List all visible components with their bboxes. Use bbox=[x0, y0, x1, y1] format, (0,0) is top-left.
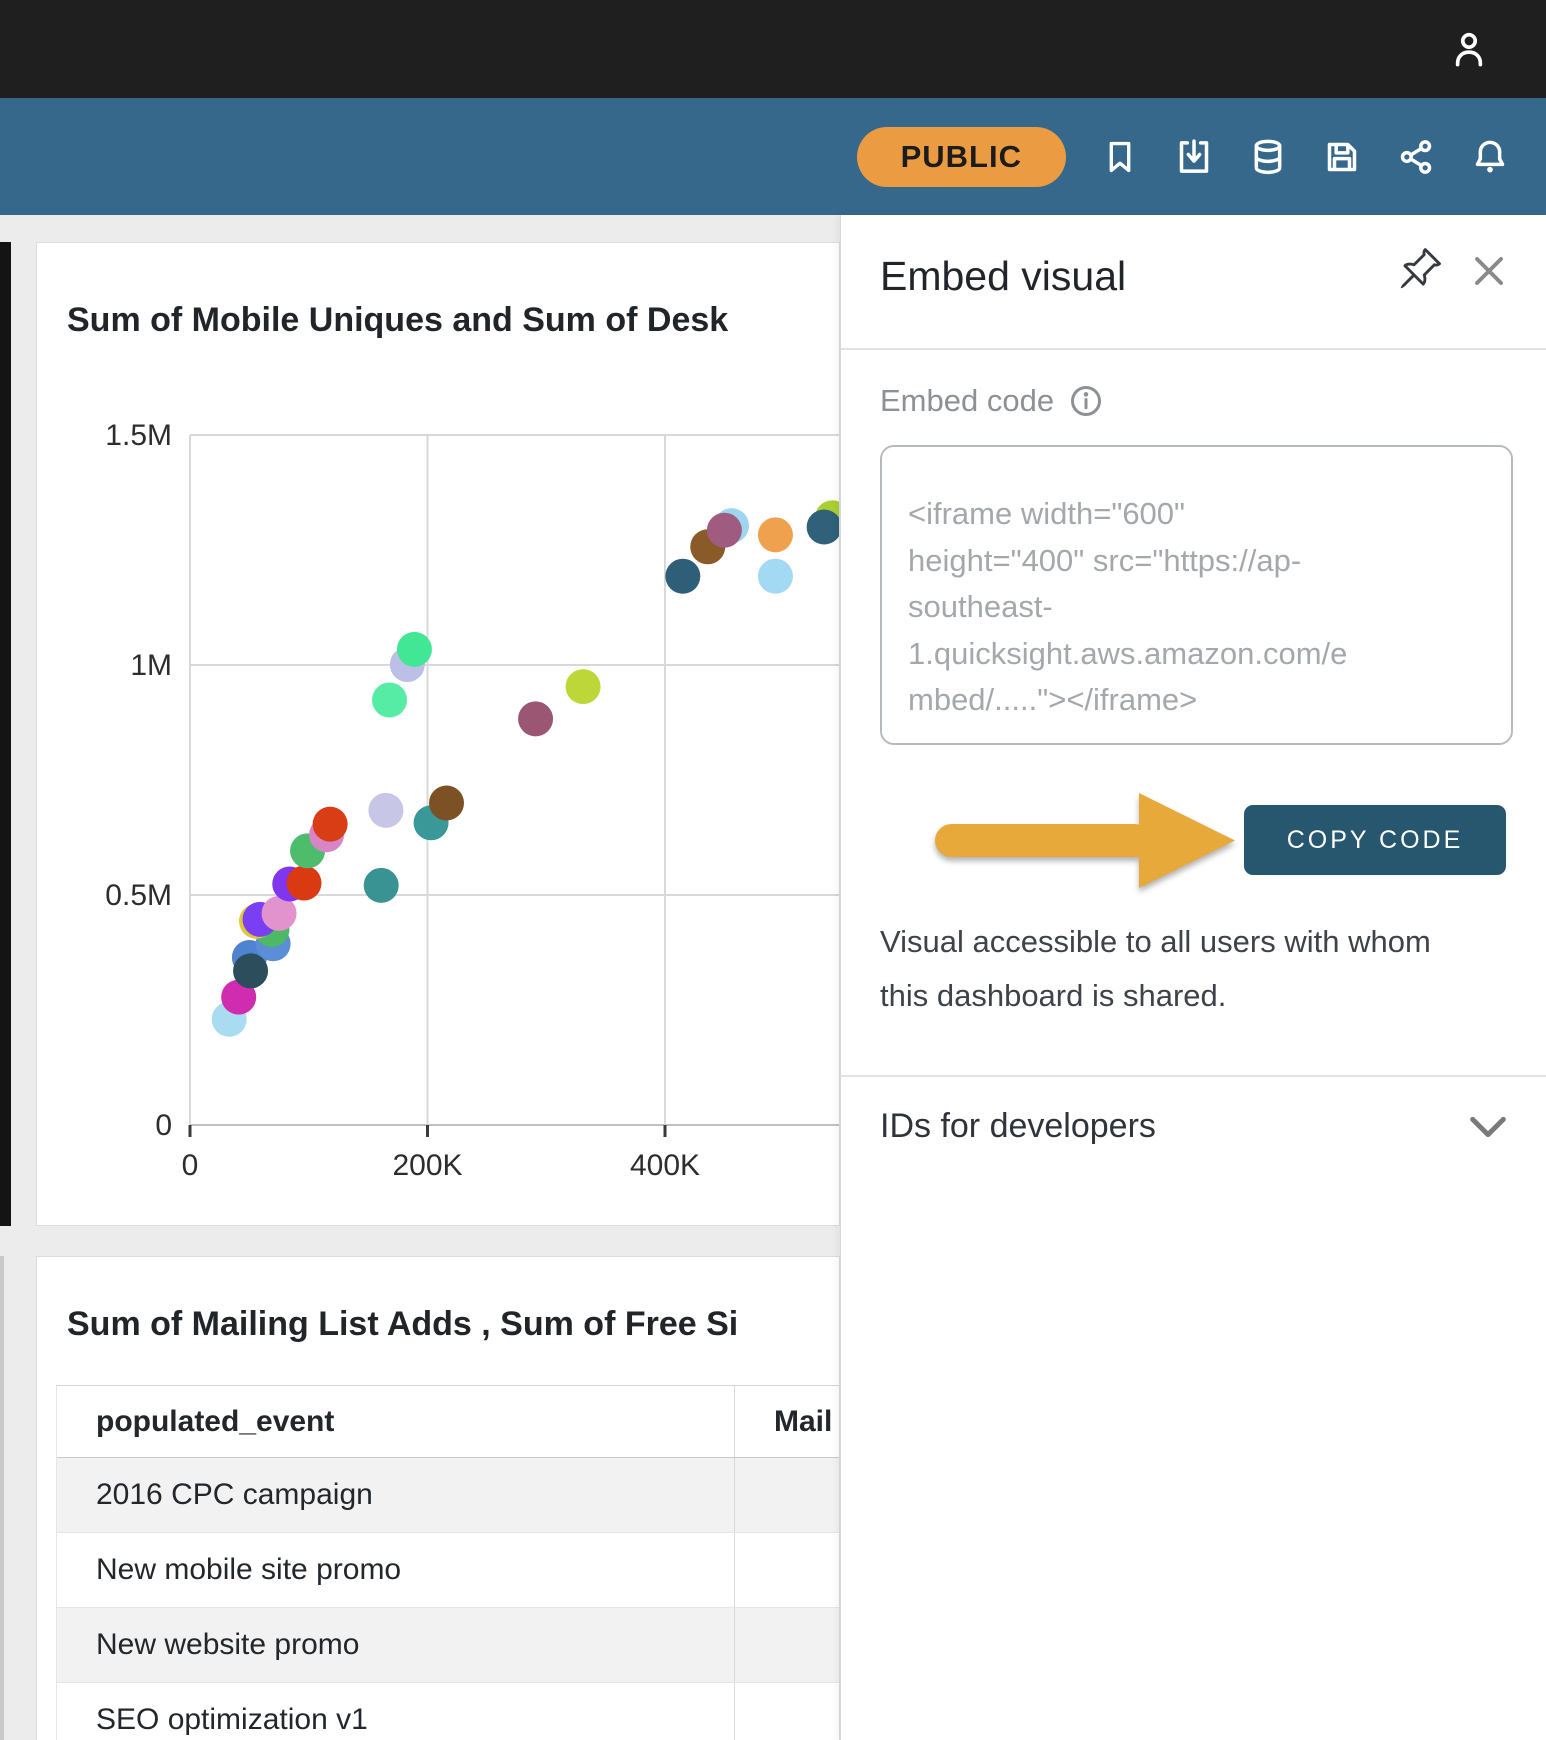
pin-icon bbox=[1400, 248, 1441, 289]
database-icon bbox=[1254, 139, 1282, 174]
table-cell: New mobile site promo bbox=[57, 1533, 735, 1607]
scatter-point[interactable] bbox=[396, 631, 432, 667]
scatter-point[interactable] bbox=[665, 558, 701, 594]
table-cell bbox=[735, 1458, 839, 1532]
ids-section-label: IDs for developers bbox=[880, 1107, 1156, 1145]
pivot-table: populated_event Mail 2016 CPC campaign New … bbox=[56, 1385, 839, 1740]
scatter-point[interactable] bbox=[565, 669, 601, 705]
share-button[interactable] bbox=[1396, 137, 1436, 177]
x-tick-label: 200K bbox=[392, 1149, 462, 1182]
table-cell bbox=[735, 1683, 839, 1740]
chart-title: Sum of Mobile Uniques and Sum of Desk bbox=[67, 301, 729, 339]
close-icon bbox=[1475, 257, 1503, 285]
scatter-point[interactable] bbox=[757, 517, 793, 553]
access-note: Visual accessible to all users with whom… bbox=[880, 924, 1431, 1014]
ids-for-developers-section[interactable]: IDs for developers bbox=[841, 1083, 1546, 1179]
scatter-point[interactable] bbox=[368, 792, 404, 828]
scatter-point[interactable] bbox=[372, 682, 407, 718]
embed-code-textarea[interactable] bbox=[880, 445, 1513, 745]
chevron-down-icon bbox=[1465, 1107, 1511, 1147]
embed-visual-panel: Embed visual Embed code bbox=[840, 215, 1546, 1740]
notifications-button[interactable] bbox=[1470, 137, 1510, 177]
scatter-point[interactable] bbox=[261, 895, 297, 931]
scatter-point[interactable] bbox=[518, 701, 554, 737]
bookmark-icon bbox=[1109, 141, 1131, 172]
public-status-badge[interactable]: PUBLIC bbox=[856, 126, 1066, 187]
column-header: Mail bbox=[774, 1404, 833, 1438]
x-tick-label: 0 bbox=[182, 1149, 199, 1182]
table-cell: SEO optimization v1 bbox=[57, 1683, 735, 1740]
table-title: Sum of Mailing List Adds , Sum of Free S… bbox=[67, 1305, 739, 1343]
embed-code-label: Embed code bbox=[880, 383, 1055, 418]
scatter-plot[interactable]: 0 0.5M 1M 1.5M 0 200K 400K bbox=[37, 243, 840, 1226]
pin-panel-button[interactable] bbox=[1396, 245, 1444, 293]
bell-icon bbox=[1475, 140, 1505, 173]
table-row[interactable]: New website promo bbox=[57, 1608, 839, 1683]
sheet-edge-rail bbox=[0, 1256, 4, 1740]
table-cell bbox=[735, 1533, 839, 1607]
y-tick-label: 1M bbox=[130, 649, 172, 682]
save-icon bbox=[1327, 142, 1357, 171]
close-panel-button[interactable] bbox=[1469, 251, 1509, 291]
y-tick-label: 1.5M bbox=[105, 419, 172, 452]
table-cell: 2016 CPC campaign bbox=[57, 1458, 735, 1532]
export-button[interactable] bbox=[1174, 137, 1214, 177]
scatter-point[interactable] bbox=[706, 512, 742, 548]
user-account-button[interactable] bbox=[1447, 27, 1491, 71]
download-icon bbox=[1179, 138, 1209, 173]
x-tick-label: 400K bbox=[630, 1149, 700, 1182]
scatter-point[interactable] bbox=[363, 867, 399, 903]
table-visual-card[interactable]: Sum of Mailing List Adds , Sum of Free S… bbox=[36, 1256, 840, 1740]
panel-title: Embed visual bbox=[880, 253, 1127, 299]
scatter-point[interactable] bbox=[757, 558, 793, 594]
scatter-point[interactable] bbox=[233, 953, 269, 989]
panel-section-divider bbox=[841, 1075, 1546, 1077]
top-navigation-bar bbox=[0, 0, 1546, 98]
bookmark-button[interactable] bbox=[1100, 137, 1140, 177]
scatter-point[interactable] bbox=[806, 509, 840, 545]
dashboard-toolbar: PUBLIC bbox=[0, 98, 1546, 215]
scatter-point[interactable] bbox=[312, 806, 348, 842]
table-row[interactable]: New mobile site promo bbox=[57, 1533, 839, 1608]
column-header: populated_event bbox=[57, 1386, 735, 1457]
table-cell: New website promo bbox=[57, 1608, 735, 1682]
scatter-point[interactable] bbox=[286, 865, 322, 901]
y-tick-label: 0 bbox=[155, 1109, 172, 1142]
save-button[interactable] bbox=[1322, 137, 1362, 177]
panel-header-divider bbox=[841, 348, 1546, 350]
scatter-point[interactable] bbox=[221, 979, 257, 1015]
table-row[interactable]: SEO optimization v1 bbox=[57, 1683, 839, 1740]
table-cell bbox=[735, 1608, 839, 1682]
y-tick-label: 0.5M bbox=[105, 879, 172, 912]
selected-visual-rail bbox=[0, 242, 11, 1226]
table-row[interactable]: 2016 CPC campaign bbox=[57, 1458, 839, 1533]
dataset-button[interactable] bbox=[1248, 137, 1288, 177]
copy-code-button[interactable]: COPY CODE bbox=[1244, 805, 1506, 875]
scatter-point[interactable] bbox=[429, 785, 464, 821]
annotation-arrow bbox=[929, 787, 1239, 893]
table-header-row[interactable]: populated_event Mail bbox=[57, 1386, 839, 1458]
share-icon bbox=[1400, 139, 1432, 174]
user-icon bbox=[1455, 32, 1483, 67]
info-icon[interactable] bbox=[1068, 383, 1104, 419]
